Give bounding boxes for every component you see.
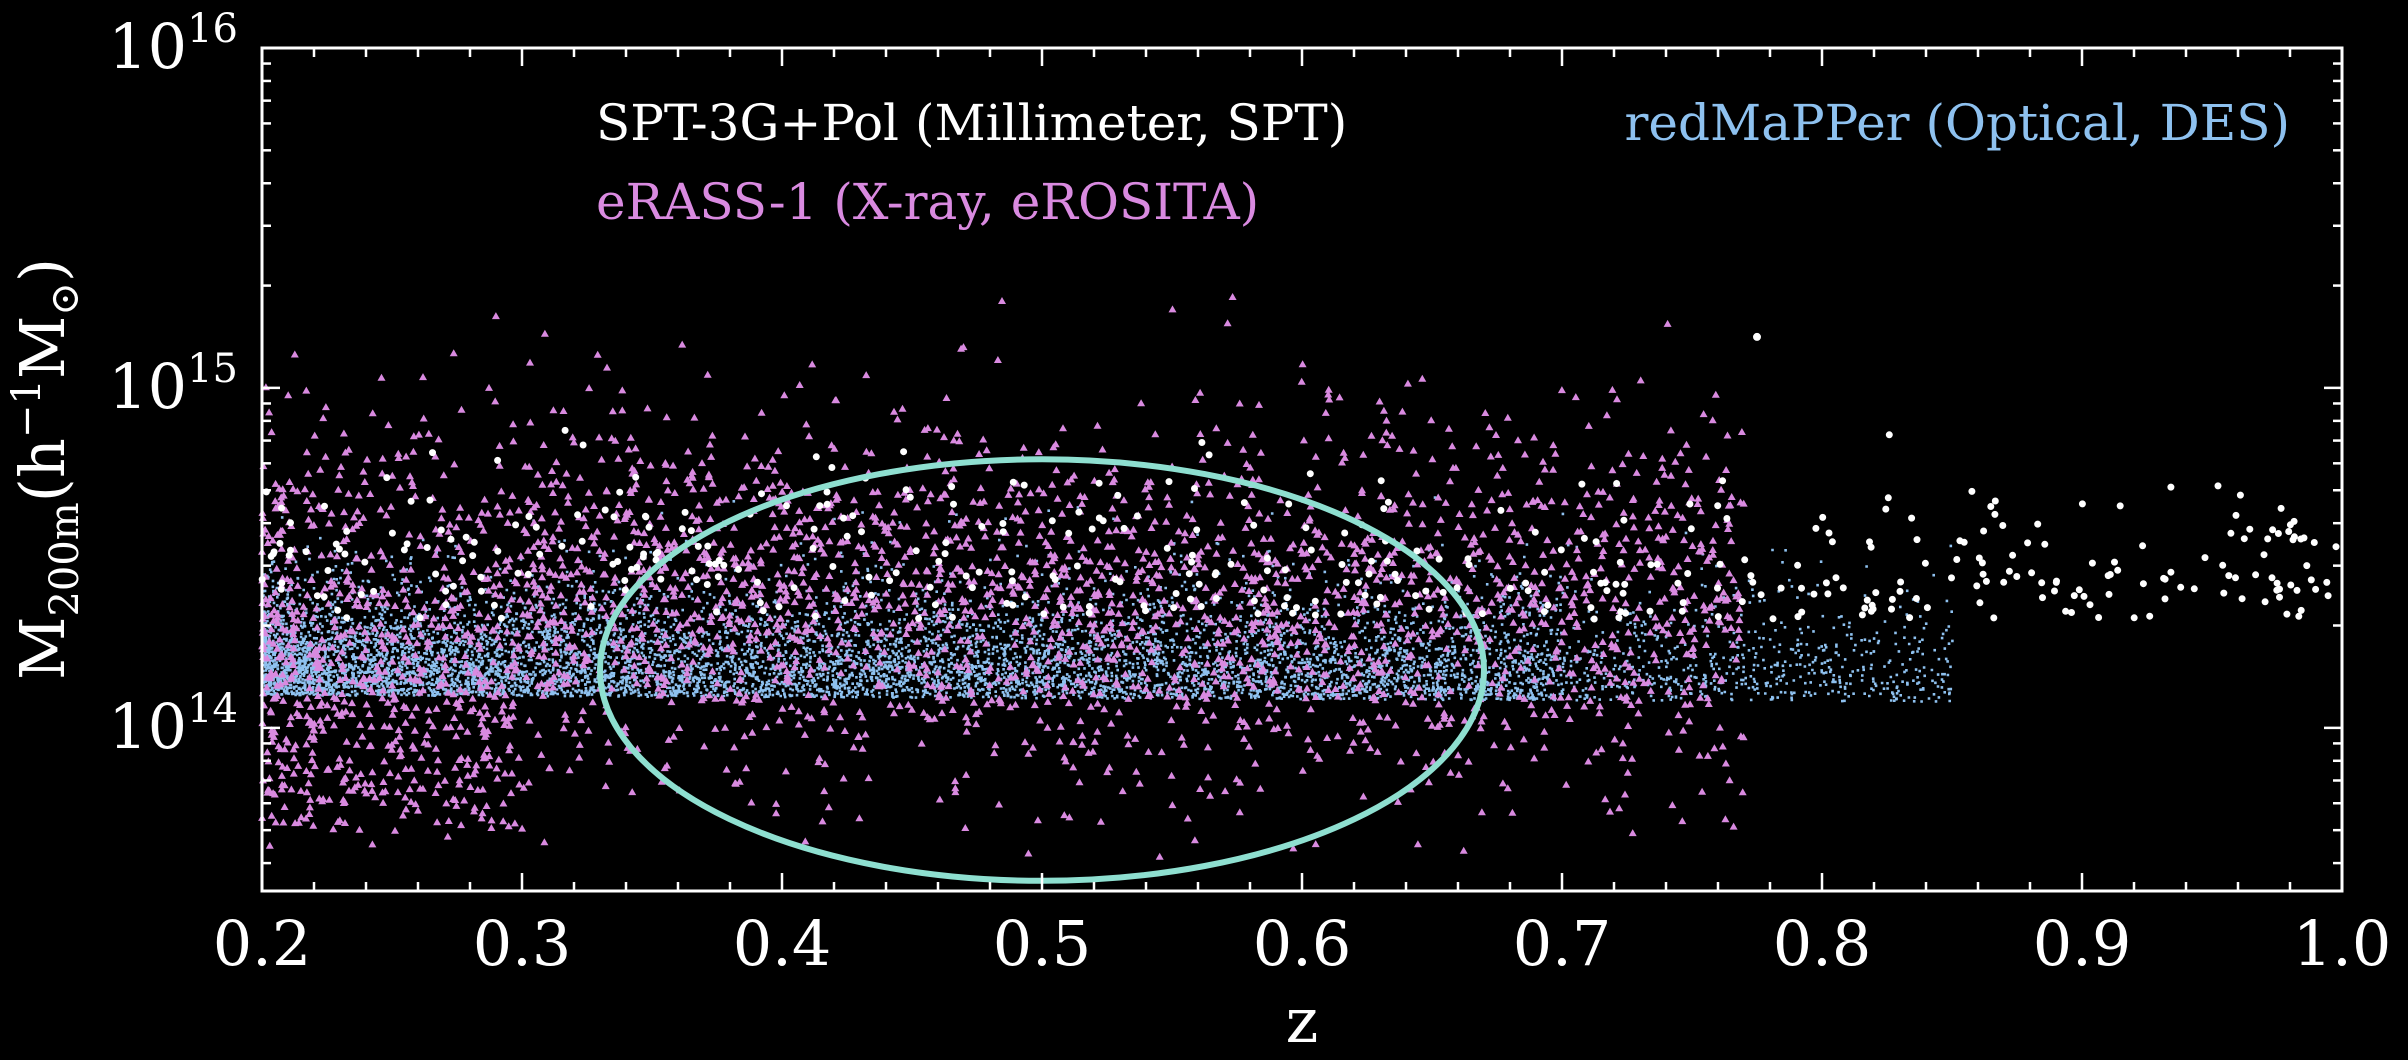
x-tick-label: 0.3 [473,907,572,980]
x-tick-labels: 0.2 0.3 0.4 0.5 0.6 0.7 0.8 0.9 1.0 [213,907,2392,980]
x-tick-label: 0.5 [993,907,1092,980]
x-tick-label: 0.9 [2033,907,2132,980]
x-tick-label: 0.4 [733,907,832,980]
y-axis-title: M200m(h−1M⊙) [4,258,88,680]
legend-erass: eRASS-1 (X-ray, eROSITA) [596,173,1259,231]
x-tick-label: 1.0 [2293,907,2392,980]
x-tick-label: 0.8 [1773,907,1872,980]
axis-ticks [260,46,2344,891]
y-tick-label: 1015 [108,346,238,423]
legend-spt: SPT-3G+Pol (Millimeter, SPT) [596,94,1347,152]
erass-points [258,293,1748,860]
x-tick-label: 0.6 [1253,907,1352,980]
y-tick-labels: 1014 1015 1016 [108,6,238,763]
plot-frame [260,46,2344,893]
x-axis-title: z [1286,984,1319,1057]
y-tick-label: 1014 [108,686,238,763]
x-tick-label: 0.2 [213,907,312,980]
legend-redmapper: redMaPPer (Optical, DES) [1625,94,2290,152]
scatter-points [258,293,2340,860]
x-tick-label: 0.7 [1513,907,1612,980]
y-tick-label: 1016 [108,6,238,83]
